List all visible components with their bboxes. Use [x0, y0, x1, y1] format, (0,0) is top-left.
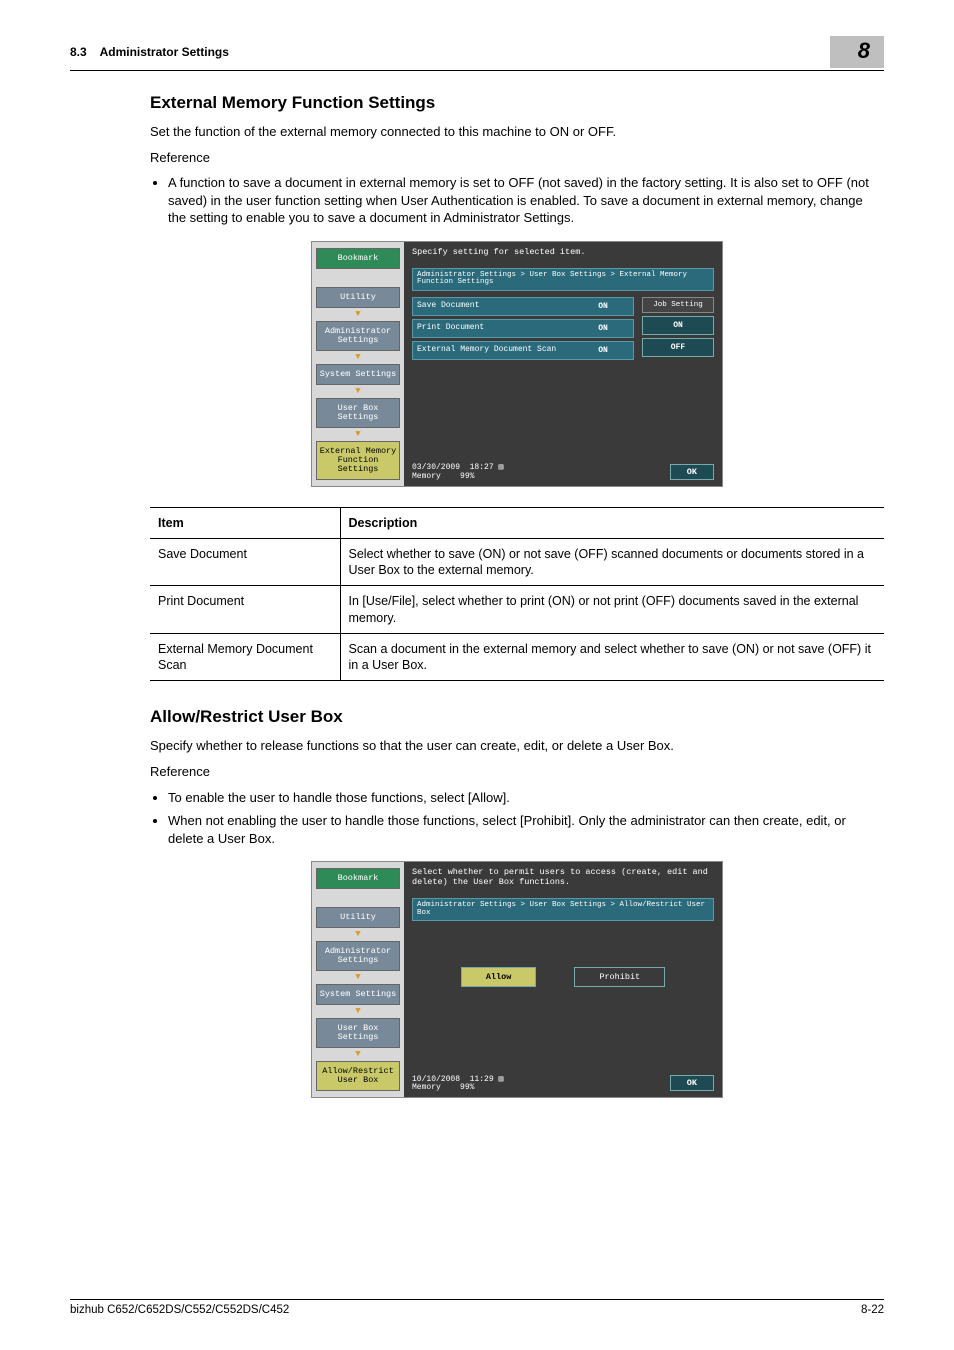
- job-setting-header: Job Setting: [642, 297, 714, 313]
- bullet-allow: To enable the user to handle those funct…: [168, 789, 884, 807]
- bookmark-button[interactable]: Bookmark: [316, 868, 400, 889]
- setting-label: Print Document: [413, 320, 573, 337]
- arrow-icon: ▼: [316, 354, 400, 361]
- allow-button[interactable]: Allow: [461, 967, 537, 987]
- th-desc: Description: [340, 507, 884, 538]
- description-table: Item Description Save Document Select wh…: [150, 507, 884, 682]
- setting-value: ON: [573, 320, 633, 337]
- table-row: Save Document Select whether to save (ON…: [150, 538, 884, 586]
- reference-label: Reference: [150, 763, 884, 781]
- bullet-prohibit: When not enabling the user to handle tho…: [168, 812, 884, 847]
- ok-button[interactable]: OK: [670, 464, 714, 480]
- prohibit-button[interactable]: Prohibit: [574, 967, 665, 987]
- setting-row[interactable]: Save Document ON: [412, 297, 634, 316]
- panel-title: Select whether to permit users to access…: [412, 868, 714, 888]
- bookmark-button[interactable]: Bookmark: [316, 248, 400, 269]
- job-value[interactable]: ON: [642, 316, 714, 335]
- footer-page: 8-22: [861, 1304, 884, 1316]
- sidebar-system[interactable]: System Settings: [316, 984, 400, 1005]
- sidebar-userbox[interactable]: User Box Settings: [316, 1018, 400, 1048]
- status-bar: 03/30/2009 18:27 ▥ Memory 99%: [412, 464, 503, 482]
- sidebar-leaf[interactable]: External Memory Function Settings: [316, 441, 400, 480]
- sidebar-admin[interactable]: Administrator Settings: [316, 321, 400, 351]
- screenshot-ext-memory: Bookmark Utility ▼ Administrator Setting…: [311, 241, 723, 487]
- intro-ext-memory: Set the function of the external memory …: [150, 123, 884, 141]
- sidebar-utility[interactable]: Utility: [316, 287, 400, 308]
- section-title: Administrator Settings: [100, 45, 229, 59]
- sidebar: Bookmark Utility ▼ Administrator Setting…: [312, 242, 404, 486]
- th-item: Item: [150, 507, 340, 538]
- ok-button[interactable]: OK: [670, 1075, 714, 1091]
- footer-model: bizhub C652/C652DS/C552/C552DS/C452: [70, 1304, 289, 1316]
- page-footer: bizhub C652/C652DS/C552/C552DS/C452 8-22: [70, 1299, 884, 1316]
- setting-value: ON: [573, 298, 633, 315]
- sidebar-utility[interactable]: Utility: [316, 907, 400, 928]
- setting-label: External Memory Document Scan: [413, 342, 573, 359]
- bullet-ext-memory: A function to save a document in externa…: [168, 174, 884, 227]
- sidebar-userbox[interactable]: User Box Settings: [316, 398, 400, 428]
- page-header: 8.3 Administrator Settings 8: [70, 36, 884, 71]
- panel-title: Specify setting for selected item.: [412, 248, 714, 258]
- arrow-icon: ▼: [316, 974, 400, 981]
- arrow-icon: ▼: [316, 388, 400, 395]
- intro-allow-restrict: Specify whether to release functions so …: [150, 737, 884, 755]
- setting-label: Save Document: [413, 298, 573, 315]
- setting-row[interactable]: External Memory Document Scan ON: [412, 341, 634, 360]
- arrow-icon: ▼: [316, 431, 400, 438]
- table-row: Print Document In [Use/File], select whe…: [150, 586, 884, 634]
- sidebar-system[interactable]: System Settings: [316, 364, 400, 385]
- arrow-icon: ▼: [316, 931, 400, 938]
- breadcrumb: Administrator Settings > User Box Settin…: [412, 268, 714, 292]
- reference-label: Reference: [150, 149, 884, 167]
- screenshot-allow-restrict: Bookmark Utility ▼ Administrator Setting…: [311, 861, 723, 1098]
- sidebar-leaf[interactable]: Allow/Restrict User Box: [316, 1061, 400, 1091]
- setting-row[interactable]: Print Document ON: [412, 319, 634, 338]
- table-row: External Memory Document Scan Scan a doc…: [150, 633, 884, 681]
- sidebar-admin[interactable]: Administrator Settings: [316, 941, 400, 971]
- breadcrumb: Administrator Settings > User Box Settin…: [412, 898, 714, 922]
- arrow-icon: ▼: [316, 1051, 400, 1058]
- section-number: 8.3: [70, 45, 87, 59]
- status-bar: 10/10/2008 11:29 ▥ Memory 99%: [412, 1076, 503, 1094]
- heading-ext-memory: External Memory Function Settings: [150, 93, 884, 113]
- heading-allow-restrict: Allow/Restrict User Box: [150, 707, 884, 727]
- setting-value: ON: [573, 342, 633, 359]
- job-value[interactable]: OFF: [642, 338, 714, 357]
- arrow-icon: ▼: [316, 311, 400, 318]
- sidebar: Bookmark Utility ▼ Administrator Setting…: [312, 862, 404, 1097]
- arrow-icon: ▼: [316, 1008, 400, 1015]
- chapter-badge: 8: [830, 36, 884, 68]
